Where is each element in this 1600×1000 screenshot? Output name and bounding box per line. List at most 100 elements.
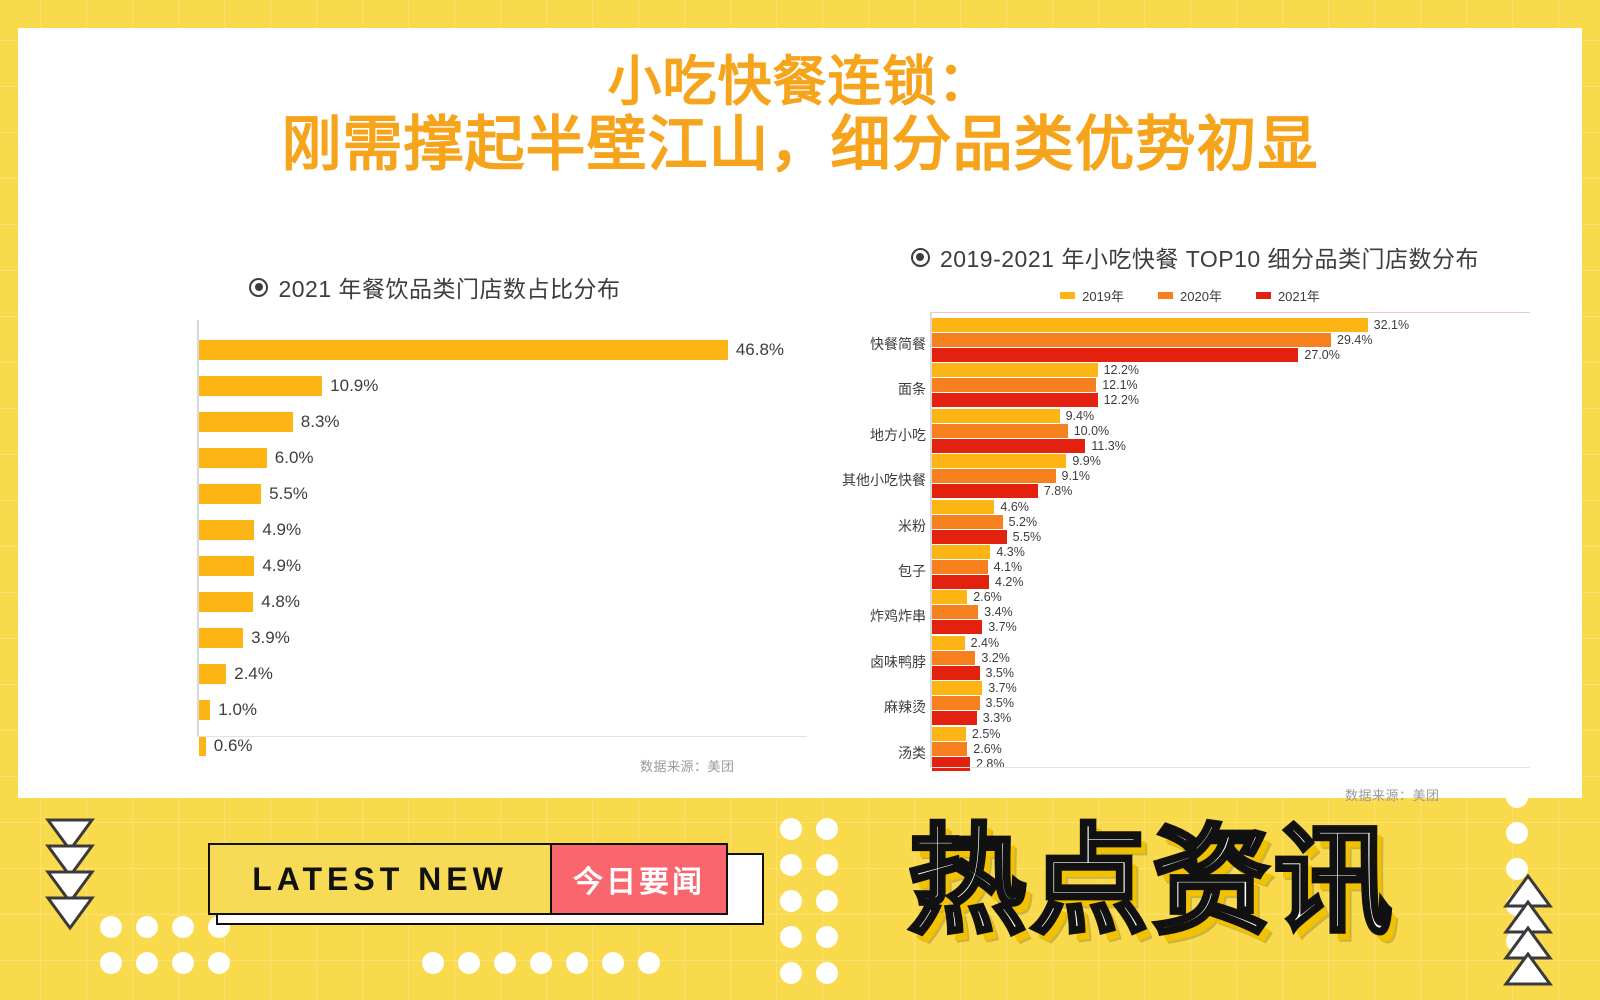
bar (932, 529, 1007, 544)
bar-group: 2.5% 2.6% 2.8% (932, 726, 1532, 772)
bar (932, 393, 1098, 408)
bar (199, 484, 262, 504)
dot (1506, 822, 1528, 844)
bar (932, 545, 991, 559)
legend-item[interactable]: 2020年 (1158, 286, 1222, 305)
bar (932, 756, 970, 771)
bar-value-label: 5.2% (1008, 514, 1038, 529)
right-chart-baseline (930, 767, 1530, 768)
bar-row: 5.5% (199, 476, 308, 512)
category-label: 卤味鸭脖 (870, 653, 926, 670)
bar-value-label: 32.1% (1373, 318, 1410, 332)
bar-value-label: 8.3% (300, 412, 340, 431)
bar-row: 2.8% (932, 756, 1532, 771)
badge-main[interactable]: LATEST NEW 今日要闻 (208, 843, 728, 915)
bar (932, 696, 980, 711)
bar-row: 3.5% (932, 696, 1532, 711)
bar (932, 423, 1068, 438)
category-label: 快餐简餐 (870, 336, 926, 352)
bar-group: 9.4% 10.0% 11.3% (932, 408, 1532, 454)
bar-value-label: 9.9% (1072, 454, 1101, 469)
bar-row: 12.1% (932, 378, 1532, 393)
bar-row: 46.8% (199, 332, 784, 368)
bar-value-label: 3.7% (988, 620, 1017, 635)
legend-swatch (1255, 292, 1271, 299)
bar-row: 8.3% (199, 404, 340, 440)
dot (208, 952, 230, 974)
dot (422, 952, 444, 974)
dot (780, 962, 802, 984)
bar-value-label: 2.4% (234, 664, 273, 683)
bar-group: 12.2% 12.1% 12.2% (932, 363, 1532, 408)
bar-row: 10.0% (932, 423, 1532, 438)
dot-grid-decoration-right (780, 818, 838, 984)
bar-value-label: 3.9% (251, 628, 290, 647)
left-chart-header: 2021 年餐饮品类门店数占比分布 (50, 270, 820, 304)
bar-value-label: 12.1% (1102, 378, 1138, 393)
bar (932, 726, 966, 741)
bar (932, 348, 1299, 362)
left-chart: 2021 年餐饮品类门店数占比分布 46.8% 10.9% 8.3% 6.0% 5.5%… (40, 270, 820, 790)
dot (816, 926, 838, 948)
bar-row: 2.5% (932, 726, 1532, 741)
bar-row: 9.9% (932, 454, 1532, 469)
bar-group: 2.6% 3.4% 3.7% (932, 590, 1532, 635)
left-chart-baseline (197, 736, 807, 737)
bar (932, 590, 968, 605)
bar (932, 620, 983, 635)
bar-value-label: 2.8% (976, 756, 1005, 771)
legend-label: 2021年 (1277, 289, 1320, 304)
bar (199, 340, 728, 360)
bar-value-label: 10.0% (1073, 423, 1110, 438)
category-label: 其他小吃快餐 (842, 472, 926, 489)
bar-value-label: 11.3% (1091, 438, 1126, 453)
bar (932, 499, 995, 514)
bar (932, 650, 976, 665)
bar-row: 3.7% (932, 681, 1532, 696)
bar-row: 32.1% (932, 318, 1532, 332)
category-label: 米粉 (898, 517, 926, 534)
category-label: 炸鸡炸串 (870, 608, 926, 625)
bar-value-label: 0.6% (213, 736, 253, 755)
right-chart-title: 2019-2021 年小吃快餐 TOP10 细分品类门店数分布 (939, 246, 1480, 272)
dot (100, 952, 122, 974)
dot (136, 952, 158, 974)
badge-chinese-label: 今日要闻 (550, 845, 726, 913)
bar (932, 605, 979, 620)
bar-value-label: 7.8% (1043, 484, 1073, 499)
target-dot-icon (249, 277, 269, 297)
bar (199, 556, 255, 576)
bar-value-label: 3.5% (985, 665, 1015, 680)
bar-value-label: 4.3% (996, 545, 1025, 559)
bar-row: 6.0% (199, 440, 314, 476)
bar-group: 2.4% 3.2% 3.5% (932, 635, 1532, 681)
bar (932, 575, 989, 589)
bar-row: 9.1% (932, 469, 1532, 484)
bar-row: 2.4% (932, 635, 1532, 650)
bar-row: 3.5% (932, 665, 1532, 680)
dot (530, 952, 552, 974)
bar-row: 0.6% (199, 728, 253, 764)
category-label: 包子 (898, 563, 926, 579)
bar-value-label: 4.9% (262, 520, 302, 539)
legend-item[interactable]: 2019年 (1060, 286, 1124, 305)
legend-swatch (1060, 292, 1076, 299)
bar-row: 4.3% (932, 545, 1532, 559)
bar-row: 4.9% (199, 548, 301, 584)
bar (932, 681, 983, 696)
legend-swatch (1158, 292, 1174, 299)
bar-row: 2.6% (932, 590, 1532, 605)
dot (816, 854, 838, 876)
bar-row: 4.1% (932, 560, 1532, 574)
dot (780, 854, 802, 876)
dot (638, 952, 660, 974)
bar-value-label: 10.9% (330, 376, 379, 395)
bar (932, 378, 1097, 393)
bar-row: 12.2% (932, 393, 1532, 408)
dot (566, 952, 588, 974)
right-chart-legend: 2019年 2020年 2021年 (820, 286, 1560, 305)
bar-value-label: 3.5% (985, 696, 1015, 711)
legend-item[interactable]: 2021年 (1255, 286, 1320, 305)
dot (136, 916, 158, 938)
bar-value-label: 2.6% (973, 590, 1002, 605)
